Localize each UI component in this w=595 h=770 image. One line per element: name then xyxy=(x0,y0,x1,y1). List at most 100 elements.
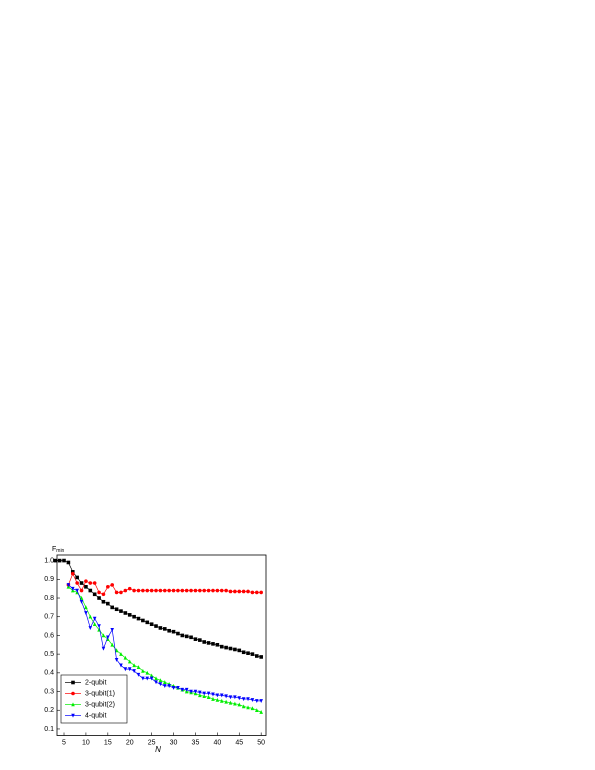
data-point xyxy=(202,588,207,593)
data-point xyxy=(66,583,71,588)
data-point xyxy=(92,581,97,585)
data-point xyxy=(180,687,185,692)
y-tick-label: 0.6 xyxy=(44,632,54,639)
data-point xyxy=(123,611,128,615)
data-point xyxy=(114,607,119,612)
data-point xyxy=(97,590,101,595)
data-point xyxy=(198,693,202,698)
data-point xyxy=(180,633,185,638)
data-point xyxy=(202,694,207,699)
data-point xyxy=(215,693,220,698)
data-point xyxy=(224,588,228,593)
data-point xyxy=(202,640,207,644)
data-point xyxy=(241,589,246,594)
data-point xyxy=(250,652,255,656)
y-axis-label: Fmin xyxy=(52,546,65,554)
data-point xyxy=(119,590,123,595)
y-axis-label-main: F xyxy=(52,546,56,553)
data-point xyxy=(119,652,123,656)
data-point xyxy=(171,686,176,690)
data-point xyxy=(162,588,167,593)
data-point xyxy=(176,686,180,690)
data-point xyxy=(224,699,228,704)
data-point xyxy=(84,579,88,583)
data-point xyxy=(246,651,250,655)
data-point xyxy=(84,584,88,589)
data-point xyxy=(189,588,193,593)
data-point xyxy=(259,655,263,659)
data-point xyxy=(88,614,93,619)
data-point xyxy=(75,575,79,580)
data-point xyxy=(233,589,237,594)
data-point xyxy=(215,697,220,702)
data-point xyxy=(145,588,150,593)
data-point xyxy=(171,629,176,634)
data-point xyxy=(237,696,242,701)
data-point xyxy=(254,708,259,713)
data-point xyxy=(259,590,263,595)
data-point xyxy=(224,645,228,650)
data-point xyxy=(149,673,154,678)
data-point xyxy=(228,695,233,700)
data-point xyxy=(215,642,220,647)
data-point xyxy=(110,583,115,587)
data-point xyxy=(189,689,193,694)
data-point xyxy=(246,589,250,594)
data-point xyxy=(184,588,189,593)
data-point xyxy=(246,697,250,702)
data-point xyxy=(114,657,119,662)
data-point xyxy=(154,588,158,593)
y-tick-label: 0.9 xyxy=(44,576,54,583)
y-tick-label: 0.2 xyxy=(44,707,54,714)
legend-marker xyxy=(71,680,75,685)
data-point xyxy=(259,710,263,714)
data-point xyxy=(250,590,255,595)
data-point xyxy=(127,659,132,664)
data-point xyxy=(154,680,158,685)
data-point xyxy=(233,701,237,706)
data-point xyxy=(254,590,259,595)
data-point xyxy=(127,667,132,672)
x-tick-label: 15 xyxy=(104,739,112,746)
data-point xyxy=(228,646,233,651)
data-point xyxy=(132,588,136,593)
data-point xyxy=(184,634,189,639)
legend-label: 3-qubit(1) xyxy=(85,690,115,697)
data-point xyxy=(88,588,93,593)
data-point xyxy=(106,601,110,606)
data-point xyxy=(206,691,211,696)
data-point xyxy=(154,676,158,681)
data-point xyxy=(79,581,84,585)
data-point xyxy=(233,695,237,700)
legend-label: 2-qubit xyxy=(85,679,106,686)
data-point xyxy=(237,648,242,653)
data-point xyxy=(149,588,154,593)
x-tick-label: 40 xyxy=(213,739,221,746)
data-point xyxy=(176,631,180,636)
data-point xyxy=(149,676,154,681)
data-point xyxy=(241,697,246,702)
data-point xyxy=(154,624,158,628)
data-point xyxy=(206,695,211,699)
data-point xyxy=(106,635,110,640)
data-point xyxy=(92,622,97,627)
data-point xyxy=(127,586,132,591)
legend-marker xyxy=(71,713,75,718)
data-point xyxy=(101,646,106,651)
data-point xyxy=(97,596,101,600)
data-point xyxy=(88,626,93,631)
data-point xyxy=(127,613,132,617)
data-point xyxy=(206,588,211,593)
data-point xyxy=(211,588,215,593)
data-point xyxy=(123,655,128,660)
data-point xyxy=(106,584,110,589)
data-point xyxy=(123,588,128,593)
data-point xyxy=(110,605,115,610)
data-point xyxy=(141,618,145,623)
data-point xyxy=(228,589,233,594)
data-point xyxy=(162,684,167,689)
data-point xyxy=(241,650,246,655)
data-point xyxy=(145,670,150,675)
data-point xyxy=(224,694,228,699)
y-tick-label: 0.1 xyxy=(44,726,54,733)
